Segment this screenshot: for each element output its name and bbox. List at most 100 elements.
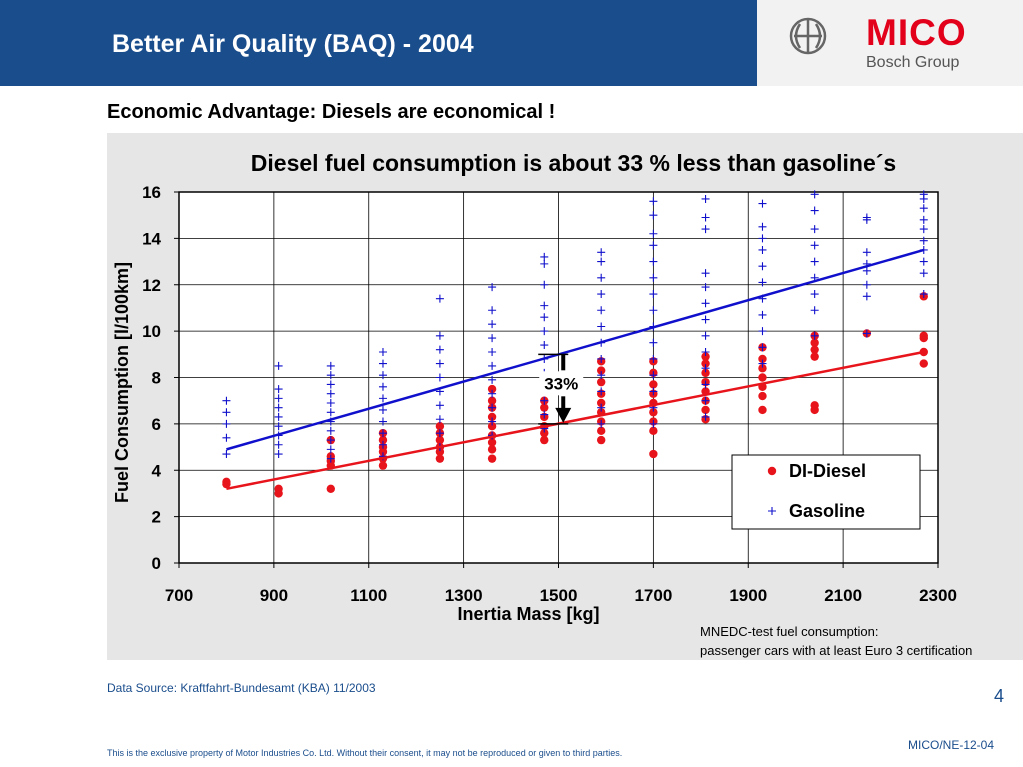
- gasoline-point: [274, 422, 283, 431]
- gasoline-point: [326, 454, 335, 463]
- diesel-point: [701, 359, 710, 368]
- gasoline-point: [326, 408, 335, 417]
- diesel-point: [596, 366, 606, 375]
- gasoline-point: [597, 419, 606, 428]
- gasoline-point: [758, 343, 767, 352]
- diesel-point: [758, 391, 767, 401]
- legend-label: DI-Diesel: [789, 461, 866, 481]
- annotation-label: 33%: [544, 374, 578, 393]
- diesel-point: [326, 484, 335, 493]
- diesel-point: [810, 352, 819, 361]
- gasoline-point: [274, 385, 283, 394]
- diesel-point: [701, 368, 710, 378]
- gasoline-point: [222, 408, 231, 417]
- diesel-point: [810, 338, 819, 347]
- gasoline-point: [597, 257, 606, 266]
- diesel-point: [435, 421, 445, 431]
- x-tick-label: 2300: [919, 586, 957, 605]
- gasoline-point: [378, 359, 387, 368]
- diesel-point: [435, 435, 445, 445]
- y-tick-label: 0: [152, 554, 161, 573]
- gasoline-point: [701, 225, 710, 234]
- gasoline-point: [222, 450, 231, 459]
- diesel-point: [758, 354, 767, 364]
- gasoline-point: [862, 280, 871, 289]
- legal-notice: This is the exclusive property of Motor …: [107, 748, 623, 758]
- gasoline-point: [435, 401, 444, 410]
- diesel-point: [649, 408, 658, 417]
- gasoline-point: [488, 375, 497, 384]
- diesel-point: [596, 426, 606, 436]
- gasoline-point: [274, 403, 283, 412]
- gasoline-point: [649, 419, 658, 428]
- gasoline-point: [919, 225, 928, 234]
- gasoline-point: [597, 290, 606, 299]
- gasoline-point: [649, 338, 658, 347]
- gasoline-point: [649, 371, 658, 380]
- diesel-point: [596, 398, 606, 408]
- gasoline-point: [862, 266, 871, 275]
- gasoline-point: [701, 194, 710, 203]
- legend-gasoline-marker: [768, 507, 776, 515]
- diesel-point: [649, 426, 658, 436]
- gasoline-point: [701, 213, 710, 222]
- y-tick-label: 12: [142, 276, 161, 295]
- gasoline-point: [758, 262, 767, 271]
- gasoline-point: [862, 248, 871, 257]
- diesel-point: [378, 435, 388, 445]
- gasoline-point: [701, 283, 710, 292]
- gasoline-point: [701, 299, 710, 308]
- x-axis-label: Inertia Mass [kg]: [457, 604, 599, 624]
- gasoline-point: [701, 315, 710, 324]
- gasoline-point: [810, 190, 819, 199]
- header-bar: [0, 0, 757, 86]
- gasoline-point: [378, 405, 387, 414]
- gasoline-point: [862, 329, 871, 338]
- y-tick-label: 8: [152, 369, 161, 388]
- x-tick-label: 1100: [350, 586, 387, 605]
- diesel-point: [487, 445, 497, 454]
- gasoline-point: [649, 257, 658, 266]
- diesel-point: [540, 435, 549, 445]
- y-tick-label: 10: [142, 322, 161, 341]
- annotation-label-bg: [539, 371, 584, 396]
- diesel-point: [435, 454, 445, 463]
- data-source: Data Source: Kraftfahrt-Bundesamt (KBA) …: [107, 681, 376, 695]
- gasoline-point: [540, 252, 549, 261]
- gasoline-point: [758, 278, 767, 287]
- y-tick-label: 14: [142, 229, 161, 248]
- gasoline-point: [701, 331, 710, 340]
- gasoline-point: [649, 273, 658, 282]
- gasoline-point: [488, 403, 497, 412]
- gasoline-point: [435, 429, 444, 438]
- gasoline-point: [540, 327, 549, 336]
- x-tick-label: 1900: [729, 586, 767, 605]
- gasoline-point: [222, 419, 231, 428]
- gasoline-point: [326, 371, 335, 380]
- gasoline-point: [326, 445, 335, 454]
- gasoline-point: [810, 225, 819, 234]
- y-axis-label: Fuel Consumption [l/100km]: [112, 262, 132, 503]
- x-tick-label: 700: [165, 586, 193, 605]
- gasoline-point: [378, 394, 387, 403]
- gasoline-point: [919, 236, 928, 245]
- gasoline-point: [649, 229, 658, 238]
- gasoline-trend-line: [226, 248, 925, 451]
- document-id: MICO/NE-12-04: [908, 738, 995, 752]
- logo-area: [757, 0, 1023, 86]
- diesel-trend-line: [226, 350, 925, 491]
- y-tick-label: 4: [152, 461, 162, 480]
- gasoline-point: [597, 322, 606, 331]
- x-tick-label: 1500: [540, 586, 578, 605]
- gasoline-point: [919, 204, 928, 213]
- gasoline-point: [758, 199, 767, 208]
- gasoline-point: [435, 331, 444, 340]
- slide-subtitle: Economic Advantage: Diesels are economic…: [107, 101, 556, 123]
- gasoline-point: [810, 241, 819, 250]
- diesel-point: [758, 373, 767, 382]
- gasoline-point: [326, 399, 335, 408]
- diesel-point: [649, 449, 658, 459]
- y-tick-label: 2: [152, 508, 161, 527]
- diesel-point: [758, 364, 767, 373]
- diesel-point: [596, 435, 606, 445]
